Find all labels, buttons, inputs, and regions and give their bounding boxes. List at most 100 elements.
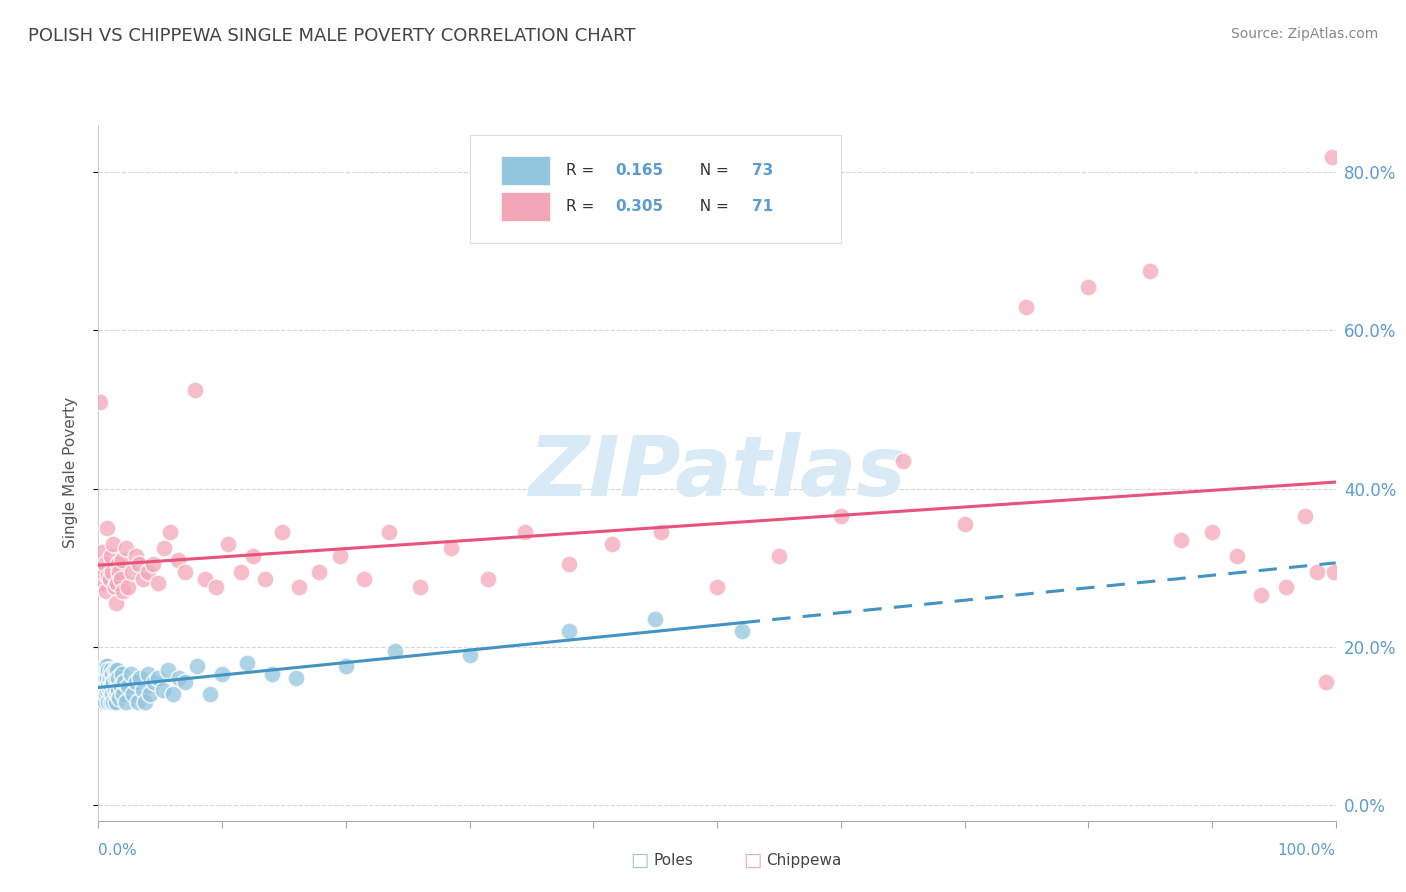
Point	[89, 675, 111, 690]
Point	[1201, 524, 1223, 539]
Point	[103, 664, 125, 678]
Text: N =: N =	[690, 163, 734, 178]
Point	[105, 687, 128, 701]
Point	[105, 576, 128, 591]
Text: N =: N =	[690, 199, 734, 214]
Text: □: □	[742, 851, 762, 871]
Point	[114, 541, 136, 555]
Text: POLISH VS CHIPPEWA SINGLE MALE POVERTY CORRELATION CHART: POLISH VS CHIPPEWA SINGLE MALE POVERTY C…	[28, 27, 636, 45]
Point	[440, 541, 463, 555]
Point	[112, 687, 135, 701]
Point	[174, 565, 197, 579]
Point	[768, 549, 790, 563]
Text: 0.165: 0.165	[616, 163, 664, 178]
Point	[139, 687, 162, 701]
Point	[242, 549, 264, 563]
Point	[101, 687, 124, 701]
Point	[93, 695, 115, 709]
Point	[100, 549, 122, 563]
Point	[93, 565, 115, 579]
Point	[1294, 509, 1316, 524]
Point	[146, 671, 169, 685]
Point	[93, 659, 115, 673]
Point	[1320, 149, 1343, 163]
Point	[98, 573, 121, 587]
Point	[111, 552, 134, 567]
Point	[205, 581, 228, 595]
Point	[117, 679, 139, 693]
Point	[94, 584, 117, 599]
Point	[288, 581, 311, 595]
Text: Poles: Poles	[654, 854, 693, 868]
Bar	[501, 192, 550, 221]
Point	[335, 659, 357, 673]
Point	[108, 691, 131, 706]
Point	[103, 537, 125, 551]
Point	[97, 568, 120, 582]
Point	[644, 612, 666, 626]
Point	[89, 667, 111, 681]
Point	[103, 683, 125, 698]
Point	[156, 664, 179, 678]
Point	[103, 695, 125, 709]
Text: 0.0%: 0.0%	[98, 843, 138, 858]
Text: 71: 71	[752, 199, 773, 214]
Point	[104, 671, 127, 685]
Point	[114, 695, 136, 709]
Point	[111, 667, 134, 681]
Point	[100, 679, 122, 693]
Point	[91, 691, 114, 706]
Point	[308, 565, 330, 579]
Point	[1077, 280, 1099, 294]
Text: Source: ZipAtlas.com: Source: ZipAtlas.com	[1230, 27, 1378, 41]
Point	[136, 667, 159, 681]
Point	[91, 545, 114, 559]
Point	[353, 573, 375, 587]
Point	[217, 537, 239, 551]
Point	[1015, 300, 1038, 314]
Point	[142, 557, 165, 571]
Point	[94, 664, 117, 678]
Text: ZIPatlas: ZIPatlas	[529, 433, 905, 513]
Point	[167, 671, 190, 685]
Point	[458, 648, 481, 662]
Point	[162, 687, 184, 701]
Point	[128, 557, 150, 571]
Point	[153, 541, 176, 555]
Point	[174, 675, 197, 690]
Point	[97, 664, 120, 678]
Point	[136, 565, 159, 579]
Point	[270, 524, 292, 539]
Point	[101, 565, 124, 579]
Point	[132, 573, 155, 587]
Point	[1250, 588, 1272, 602]
Point	[384, 643, 406, 657]
Point	[1306, 565, 1329, 579]
Point	[124, 675, 146, 690]
Point	[830, 509, 852, 524]
Point	[515, 524, 537, 539]
Point	[93, 557, 115, 571]
Point	[94, 687, 117, 701]
Text: 73: 73	[752, 163, 773, 178]
Point	[121, 565, 143, 579]
Point	[329, 549, 352, 563]
Point	[89, 394, 111, 409]
Point	[97, 679, 120, 693]
Point	[112, 675, 135, 690]
Point	[409, 581, 432, 595]
Point	[94, 679, 117, 693]
Point	[159, 524, 181, 539]
Point	[122, 687, 145, 701]
Point	[90, 664, 112, 678]
Point	[96, 659, 118, 673]
Point	[97, 695, 120, 709]
FancyBboxPatch shape	[470, 136, 841, 244]
Point	[96, 683, 118, 698]
Point	[104, 596, 127, 610]
Point	[105, 664, 128, 678]
Point	[103, 675, 125, 690]
Point	[98, 671, 121, 685]
Point	[132, 683, 155, 698]
Point	[91, 679, 114, 693]
